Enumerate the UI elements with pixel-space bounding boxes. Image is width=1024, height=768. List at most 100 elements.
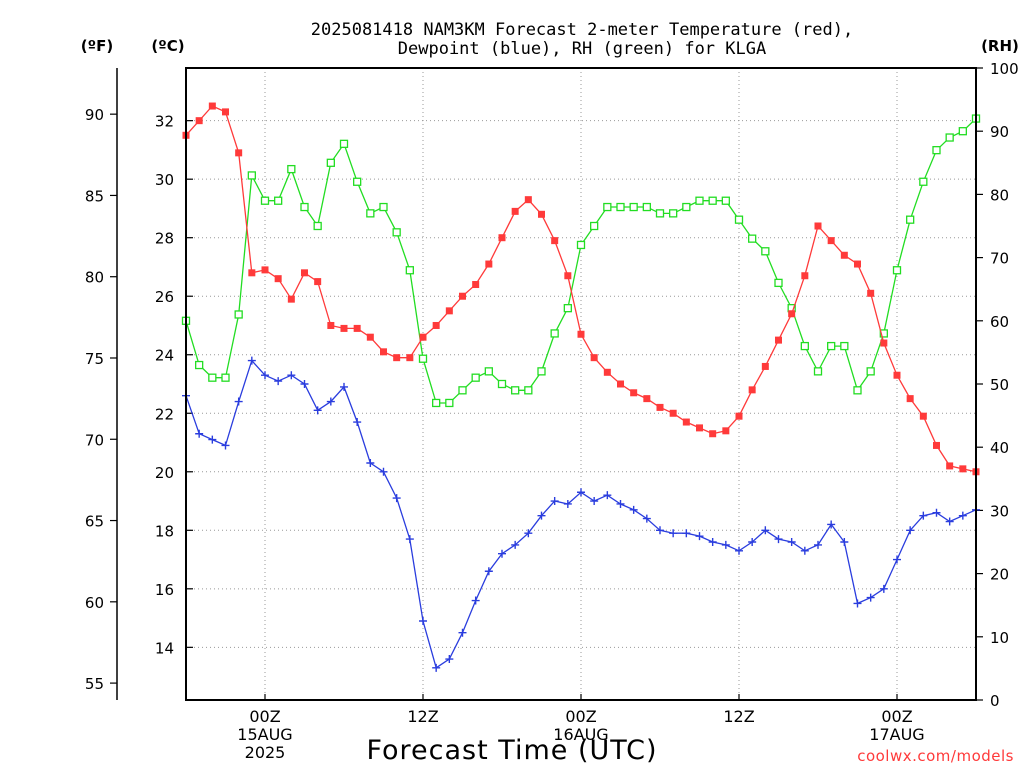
temperature-point [274,275,282,283]
credit-label: coolwx.com/models [857,747,1014,765]
temperature-point [840,251,848,259]
dewpoint-point [932,508,941,517]
rh-point [484,367,493,376]
rh-point [326,158,335,167]
rh-point [669,209,678,218]
temperature-point [393,354,401,362]
rh-tick-label: 90 [990,123,1009,141]
time-tick-label: 15AUG [237,725,292,744]
celsius-axis: 14 16 18 20 22 24 26 28 30 32 [155,113,193,657]
temperature-point [827,237,835,245]
rh-point [418,354,428,363]
dewpoint-point [893,555,901,564]
dewpoint-point [958,511,967,520]
dewpoint-point [748,538,757,546]
temperature-point [959,465,967,473]
rh-point [260,196,270,205]
dewpoint-point [919,511,928,520]
rh-point [313,221,322,231]
x-axis-title: Forecast Time (UTC) [366,735,657,766]
fahrenheit-unit-label: (ºF) [81,37,113,55]
dewpoint-point [945,517,954,526]
temperature-point [287,295,295,303]
time-tick-label: 00Z [249,707,280,726]
rh-point [392,228,401,237]
dewpoint-point [419,617,427,625]
celsius-tick-label: 16 [155,581,174,599]
temperature-point [761,362,769,370]
dewpoint-point [695,532,704,541]
temperature-point [603,368,611,376]
rh-tick-label: 60 [990,313,1009,331]
celsius-tick-label: 22 [155,405,174,423]
rh-point [655,209,665,218]
rh-point [511,386,520,395]
rh-point [642,202,651,212]
dewpoint-point [735,546,743,555]
rh-point [537,367,546,376]
dewpoint-point [603,491,612,500]
rh-tick-label: 20 [990,566,1009,584]
celsius-tick-label: 30 [155,171,174,189]
dewpoint-point [208,435,217,444]
fahrenheit-tick-label: 80 [85,269,104,287]
dewpoint-line [185,359,977,669]
rh-point [892,266,902,275]
temperature-point [669,409,677,417]
rh-point [721,196,730,205]
dewpoint-point [656,526,664,535]
rh-point [458,386,467,395]
fahrenheit-tick-label: 90 [85,106,104,124]
temperature-point [406,354,414,362]
temperature-point [854,260,861,268]
celsius-tick-label: 14 [155,639,174,657]
rh-point [366,209,375,218]
dewpoint-point [853,599,862,608]
rh-series [181,114,981,408]
celsius-unit-label: (ºC) [151,37,184,55]
temperature-point [564,272,572,280]
rh-point [353,177,362,186]
rh-point [471,373,480,382]
celsius-tick-label: 18 [155,522,174,540]
rh-tick-label: 10 [990,629,1009,647]
dewpoint-point [405,535,414,544]
temperature-point [314,278,322,286]
dewpoint-point [313,406,322,415]
temperature-point [630,389,638,397]
grid-lines [186,68,976,700]
plot-frame [185,67,977,701]
rh-point [695,196,704,205]
temperature-point [946,462,954,470]
dewpoint-point [300,380,309,388]
rh-point [866,367,875,376]
dewpoint-point [287,371,296,380]
rh-point [339,139,349,148]
temperature-point [366,333,374,341]
rh-tick-label: 50 [990,376,1009,394]
rh-tick-label: 30 [990,502,1009,520]
rh-point [432,398,441,408]
rh-point [550,329,559,338]
dewpoint-point [800,546,809,555]
rh-point [445,398,454,408]
time-tick-label: 00Z [881,707,912,726]
dewpoint-point [629,505,638,514]
dewpoint-point [866,593,875,602]
dewpoint-point [787,538,796,546]
rh-tick-label: 40 [990,439,1009,457]
dewpoint-point [234,397,243,406]
rh-axis: 0 10 20 30 40 50 60 70 80 90 100 [976,60,1019,710]
temperature-point [235,149,243,157]
temperature-point [445,307,453,315]
dewpoint-point [814,540,822,549]
dewpoint-point [537,511,546,520]
temperature-point [511,207,519,215]
dewpoint-point [577,488,585,497]
rh-tick-label: 70 [990,250,1009,268]
rh-point [748,234,757,243]
temperature-point [432,321,440,329]
rh-point [234,310,243,319]
rh-point [497,379,507,389]
